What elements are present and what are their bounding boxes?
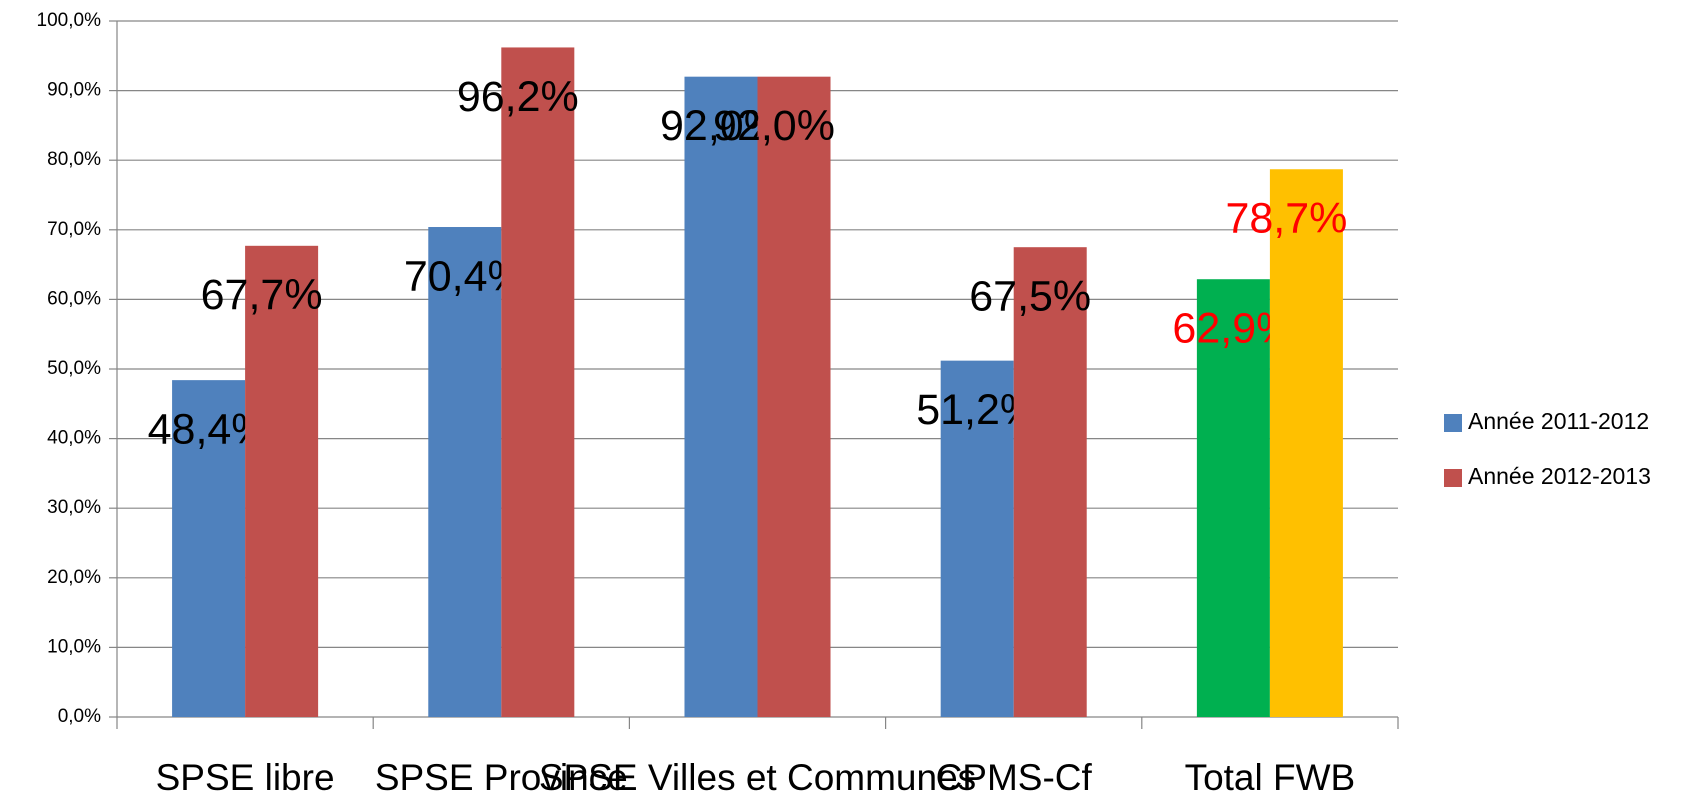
y-tick-label: 70,0%	[47, 219, 101, 240]
data-label: 67,7%	[201, 271, 323, 319]
bar	[940, 360, 1014, 717]
y-tick-label: 20,0%	[47, 567, 101, 588]
y-tick-label: 60,0%	[47, 288, 101, 309]
x-tick-label: Total FWB	[1185, 757, 1356, 798]
legend-swatch	[1444, 469, 1462, 487]
bar	[245, 245, 319, 718]
bar	[1269, 169, 1343, 718]
bar	[684, 76, 758, 718]
bar	[1196, 279, 1270, 717]
y-tick-label: 40,0%	[47, 428, 101, 449]
bar	[172, 380, 246, 717]
x-tick-label: SPSE Province	[375, 757, 628, 798]
y-tick-label: 10,0%	[47, 636, 101, 657]
legend-label: Année 2012-2013	[1468, 463, 1651, 489]
bar	[1013, 247, 1087, 717]
bar	[757, 76, 831, 718]
y-tick-label: 80,0%	[47, 149, 101, 170]
data-label: 67,5%	[969, 273, 1091, 321]
y-tick-label: 100,0%	[37, 10, 102, 31]
bar	[501, 47, 575, 717]
y-tick-label: 0,0%	[58, 706, 101, 727]
x-tick-label: CPMS-Cf	[936, 757, 1093, 798]
y-tick-label: 50,0%	[47, 358, 101, 379]
legend-swatch	[1444, 414, 1462, 432]
x-tick-label: SPSE Villes et Communes	[539, 757, 976, 798]
data-label: 92,0%	[713, 102, 835, 150]
x-tick-label: SPSE libre	[156, 757, 335, 798]
y-tick-label: 30,0%	[47, 497, 101, 518]
bar	[428, 227, 502, 718]
legend-label: Année 2011-2012	[1468, 408, 1649, 434]
data-label: 96,2%	[457, 73, 579, 121]
y-tick-label: 90,0%	[47, 80, 101, 101]
data-label: 78,7%	[1225, 195, 1347, 243]
